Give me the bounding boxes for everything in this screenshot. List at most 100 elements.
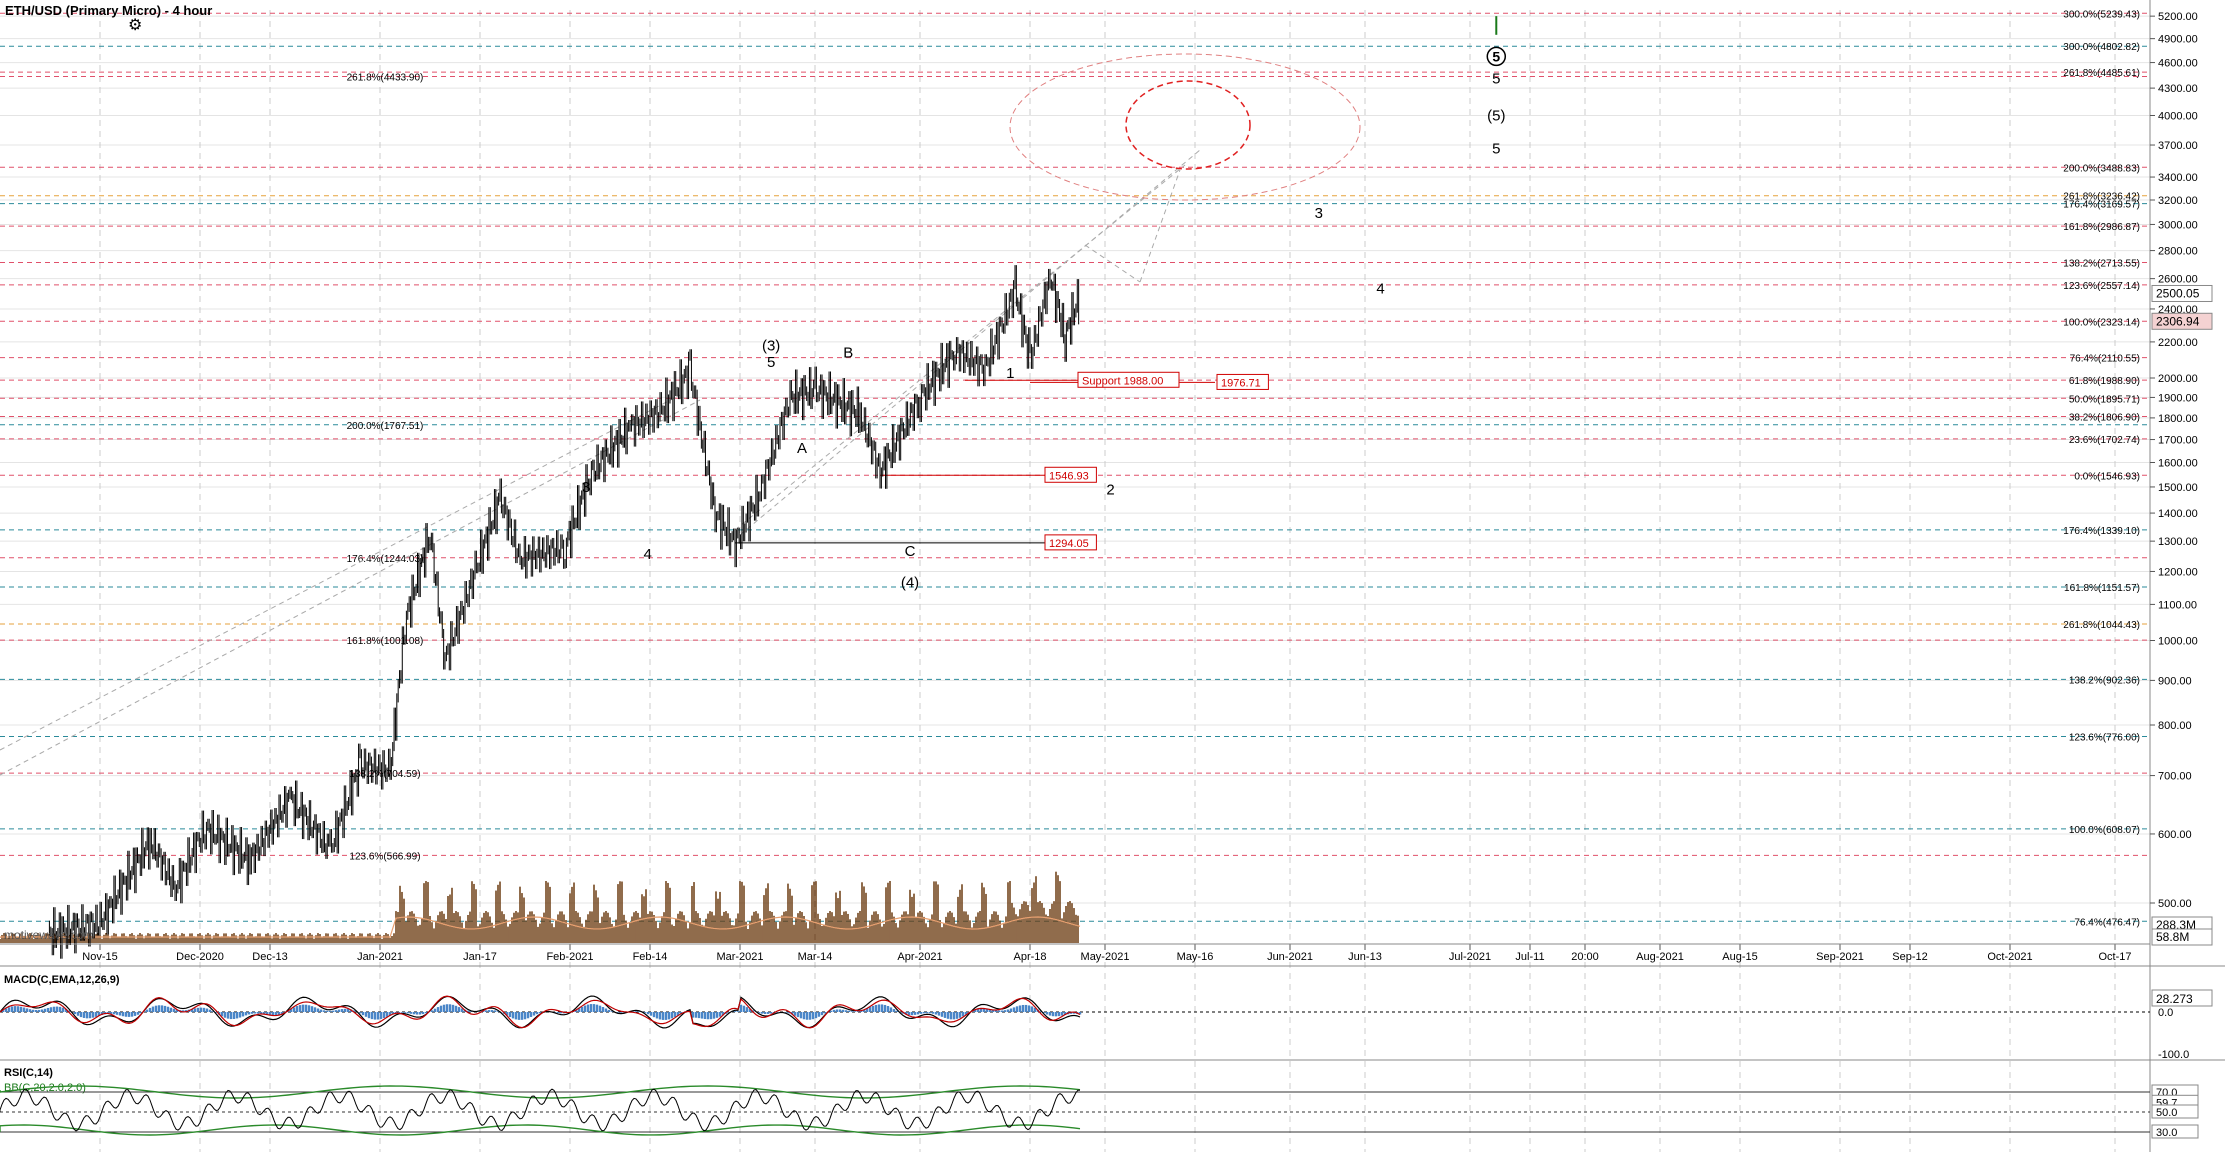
price-tick-label: 4900.00 <box>2158 34 2198 46</box>
time-tick-label: May-2021 <box>1081 951 1130 963</box>
time-tick-label: Oct-2021 <box>1987 951 2032 963</box>
price-tick-label: 4300.00 <box>2158 83 2198 95</box>
price-candles <box>48 265 1080 959</box>
wave-label: (3) <box>762 338 780 355</box>
price-tick-label: 3000.00 <box>2158 219 2198 231</box>
time-tick-label: Feb-14 <box>633 951 668 963</box>
volume-bars <box>0 871 1081 943</box>
time-tick-label: 20:00 <box>1571 951 1599 963</box>
time-tick-label: Jan-17 <box>463 951 497 963</box>
current-price-label: 58.8M <box>2156 930 2189 944</box>
time-tick-label: Aug-15 <box>1722 951 1757 963</box>
price-tick-label: 600.00 <box>2158 829 2192 841</box>
time-tick-label: Jul-2021 <box>1449 951 1491 963</box>
time-tick-label: Oct-17 <box>2098 951 2131 963</box>
fib-level-label-left: 176.4%(1244.03) <box>347 554 424 565</box>
wave-label: (4) <box>901 575 919 592</box>
time-tick-label: Jun-2021 <box>1267 951 1313 963</box>
wave-label: 4 <box>644 546 652 563</box>
rsi-axis-label: 50.0 <box>2156 1107 2177 1119</box>
gear-icon[interactable]: ⚙ <box>128 17 143 34</box>
fib-level-label-left: 123.6%(566.99) <box>349 851 420 862</box>
price-tick-label: 4000.00 <box>2158 111 2198 123</box>
fib-level-label-left: 261.8%(4433.90) <box>347 72 424 83</box>
price-tick-label: 1000.00 <box>2158 636 2198 648</box>
price-tick-label: 900.00 <box>2158 675 2192 687</box>
time-tick-label: Jun-13 <box>1348 951 1382 963</box>
time-tick-label: Dec-13 <box>252 951 287 963</box>
time-tick-label: Aug-2021 <box>1636 951 1684 963</box>
wave-label: 5 <box>1492 140 1500 157</box>
current-price-tag <box>2151 312 2213 330</box>
time-tick-label: Dec-2020 <box>176 951 224 963</box>
rsi-value-box <box>2151 1104 2199 1119</box>
current-price-label: 2500.05 <box>2156 286 2200 300</box>
wave-label: 1 <box>1006 365 1014 382</box>
rsi-panel[interactable]: RSI(C,14)BB(C,20,2.0,2.0) 70.059.750.030.… <box>0 1059 2225 1139</box>
time-tick-label: May-16 <box>1177 951 1214 963</box>
channel-line <box>0 399 701 776</box>
support-box <box>1044 466 1097 483</box>
support-label: 1976.71 <box>1221 377 1261 389</box>
fib-level-label: 300.0%(5239.43) <box>2063 9 2140 20</box>
price-tick-label: 1300.00 <box>2158 536 2198 548</box>
price-tick-label: 2800.00 <box>2158 246 2198 258</box>
wave-label: (5) <box>1487 107 1505 124</box>
macd-axis-label: 0.0 <box>2158 1007 2173 1019</box>
wave-label: C <box>905 543 916 560</box>
fib-level-label: 61.8%(1988.90) <box>2069 376 2140 387</box>
time-tick-label: Nov-15 <box>82 951 117 963</box>
fib-level-label: 76.4%(2110.55) <box>2070 354 2140 365</box>
price-tick-label: 1700.00 <box>2158 435 2198 447</box>
wave-circle-marker <box>1486 46 1507 67</box>
fib-level-label: 123.6%(776.00) <box>2069 733 2140 744</box>
current-price-label: 2306.94 <box>2156 314 2200 328</box>
price-tick-label: 5200.00 <box>2158 11 2198 23</box>
price-tick-label: 3700.00 <box>2158 140 2198 152</box>
support-box <box>1044 534 1097 551</box>
fib-level-label: 176.4%(1339.10) <box>2063 526 2140 537</box>
support-label: 1294.05 <box>1049 538 1089 550</box>
wave-circle-label: 5 <box>1492 48 1500 64</box>
support-label: Support 1988.00 <box>1082 375 1163 387</box>
wave-label: A <box>797 440 807 457</box>
rsi-bb-lower <box>0 1124 1081 1136</box>
wave-label: 2 <box>1106 482 1114 499</box>
time-tick-label: Jul-11 <box>1515 951 1544 963</box>
fib-level-label: 261.8%(1044.43) <box>2063 620 2140 631</box>
price-axis[interactable]: 500.00 600.00 700.00 800.00 900.00 1000.00 110… <box>2149 0 2213 1152</box>
channel-line <box>739 149 1201 536</box>
time-axis[interactable]: Nov-15 Dec-2020 Dec-13 Jan-2021 Jan-17 Feb-20… <box>0 943 2150 963</box>
wave-label: B <box>843 345 853 362</box>
time-tick-label: Jan-2021 <box>357 951 403 963</box>
current-price-tag <box>2151 284 2213 302</box>
channel-line <box>0 394 681 751</box>
time-tick-label: Mar-2021 <box>716 951 763 963</box>
fib-level-label: 50.0%(1895.71) <box>2069 394 2140 405</box>
fib-level-label: 138.2%(2713.55) <box>2063 258 2140 269</box>
price-tick-label: 1500.00 <box>2158 482 2198 494</box>
macd-value-label: 28.273 <box>2156 992 2193 1006</box>
price-tick-label: 2200.00 <box>2158 337 2198 349</box>
time-tick-label: Feb-2021 <box>546 951 593 963</box>
price-tick-label: 500.00 <box>2158 898 2192 910</box>
fib-level-label-left: 161.8%(1001.08) <box>347 636 424 647</box>
target-zone-outer <box>1009 53 1361 201</box>
fib-level-label: 0.0%(1546.93) <box>2074 471 2140 482</box>
fib-level-label: 261.8%(3236.42) <box>2063 192 2140 203</box>
fib-level-label: 200.0%(3488.83) <box>2063 163 2140 174</box>
time-tick-label: Sep-2021 <box>1816 951 1864 963</box>
fib-level-label: 23.6%(1702.74) <box>2069 435 2140 446</box>
support-box <box>1216 373 1269 390</box>
fib-level-label: 261.8%(4485.61) <box>2063 68 2140 79</box>
fib-level-label: 100.0%(2323.14) <box>2063 317 2140 328</box>
time-tick-label: Sep-12 <box>1892 951 1927 963</box>
fib-level-label: 161.8%(1151.57) <box>2064 583 2140 594</box>
macd-signal-line <box>0 995 1081 1029</box>
fib-level-label: 138.2%(902.36) <box>2069 675 2140 686</box>
price-tick-label: 2000.00 <box>2158 373 2198 385</box>
fib-level-label: 38.2%(1806.90) <box>2069 412 2140 423</box>
